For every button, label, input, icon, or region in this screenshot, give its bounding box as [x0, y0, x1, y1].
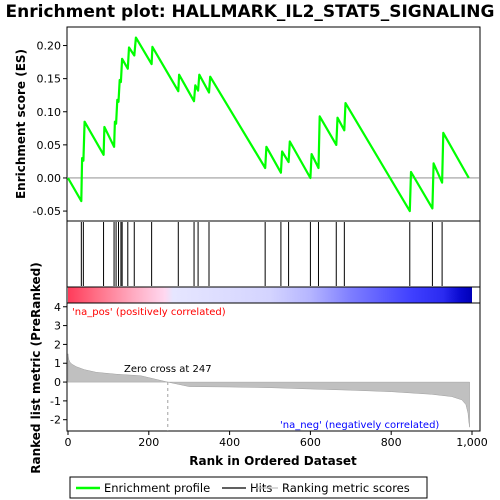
es-y-tick-label: 0.05 — [37, 139, 62, 152]
zero-cross-label: Zero cross at 247 — [124, 364, 212, 375]
legend-label-profile: Enrichment profile — [104, 481, 210, 495]
hits-plot-area — [66, 220, 481, 288]
hits-panel — [66, 220, 481, 288]
metric-x-tick-label: 1,000 — [456, 436, 488, 449]
es-y-axis: -0.05 0.00 0.05 0.10 0.15 0.20 — [33, 40, 67, 218]
metric-y-tick-label: 3 — [54, 320, 61, 333]
metric-y-axis-label: Ranked list metric (PreRanked) — [29, 262, 43, 474]
chart-title: Enrichment plot: HALLMARK_IL2_STAT5_SIGN… — [6, 2, 495, 22]
metric-x-tick-label: 0 — [65, 436, 72, 449]
metric-x-axis-label: Rank in Ordered Dataset — [189, 454, 357, 468]
metric-y-tick-label: 1 — [54, 357, 61, 370]
ranking-metric-area — [67, 353, 470, 428]
metric-y-axis: 4 3 2 1 0 -1 -2 — [50, 301, 67, 427]
metric-y-tick-label: -1 — [50, 395, 61, 408]
ranked-metric-panel: Zero cross at 247 'na_pos' (positively c… — [29, 262, 488, 474]
legend-label-metric: Ranking metric scores — [282, 481, 410, 495]
metric-x-tick-label: 600 — [300, 436, 321, 449]
positive-correlation-label: 'na_pos' (positively correlated) — [72, 307, 226, 318]
rank-color-bar — [66, 286, 481, 304]
rank-gradient — [68, 287, 472, 303]
metric-y-tick-label: 0 — [54, 376, 61, 389]
legend-box — [69, 476, 428, 499]
metric-y-tick-label: -2 — [50, 414, 61, 427]
legend: Enrichment profile Hits Ranking metric s… — [69, 476, 428, 499]
metric-y-tick-label: 4 — [54, 301, 61, 314]
hit-markers — [80, 222, 443, 286]
metric-plot-area — [66, 302, 481, 432]
metric-x-tick-label: 800 — [381, 436, 402, 449]
metric-x-tick-label: 200 — [138, 436, 159, 449]
metric-y-tick-label: 2 — [54, 338, 61, 351]
es-y-tick-label: 0.10 — [37, 106, 62, 119]
negative-correlation-label: 'na_neg' (negatively correlated) — [280, 420, 439, 431]
es-y-tick-label: 0.15 — [37, 73, 62, 86]
es-y-tick-label: -0.05 — [33, 205, 61, 218]
metric-x-axis: 0 200 400 600 800 1,000 — [65, 431, 488, 449]
es-y-tick-label: 0.20 — [37, 40, 62, 53]
metric-x-tick-label: 400 — [219, 436, 240, 449]
es-y-axis-label: Enrichment score (ES) — [14, 49, 28, 199]
enrichment-score-panel: -0.05 0.00 0.05 0.10 0.15 0.20 Enrichment sco… — [14, 26, 481, 222]
enrichment-profile-line — [67, 36, 470, 213]
es-y-tick-label: 0.00 — [37, 172, 62, 185]
